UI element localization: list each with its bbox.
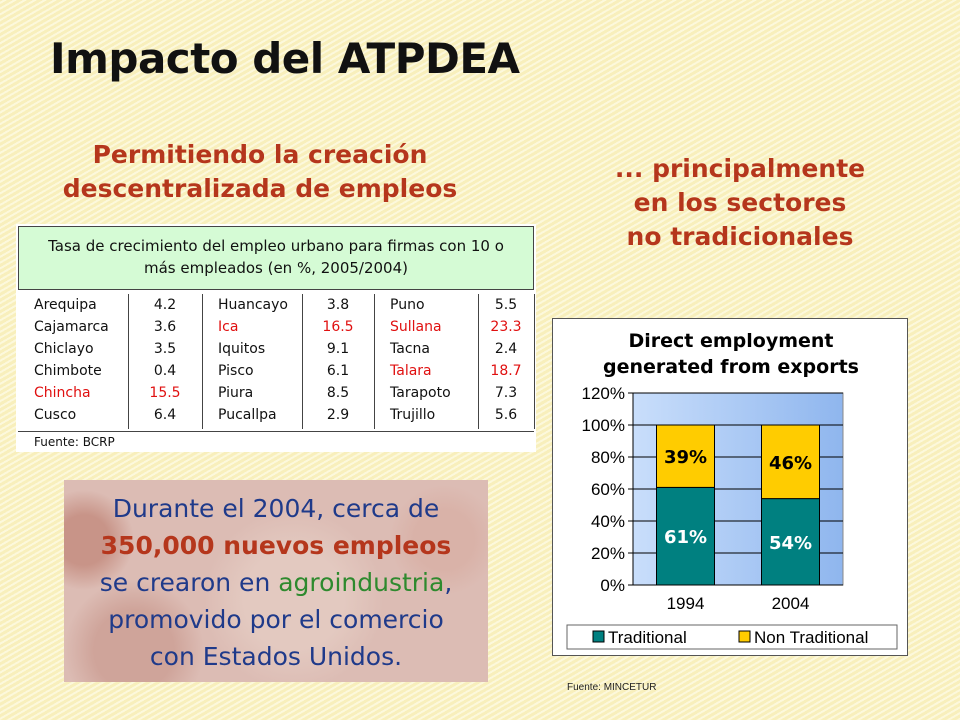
table-cell-city: Puno: [390, 297, 425, 313]
table-source: Fuente: BCRP: [18, 431, 534, 451]
table-cell-city: Ica: [218, 319, 239, 335]
subtitle-right-line-1: ... principalmente: [614, 154, 866, 183]
table-cell-value: 3.6: [153, 319, 177, 335]
city-column-2: Huancayo Ica Iquitos Pisco Piura Pucallp…: [202, 294, 303, 429]
table-cell-city: Sullana: [390, 319, 442, 335]
table-cell-city: Pucallpa: [218, 407, 277, 423]
table-cell-value: 5.5: [494, 297, 518, 313]
employment-growth-table: Tasa de crecimiento del empleo urbano pa…: [16, 224, 536, 452]
table-cell-city: Huancayo: [218, 297, 288, 313]
x-tick-label: 2004: [772, 594, 810, 613]
legend-box: [566, 624, 898, 650]
table-cell-city: Piura: [218, 385, 254, 401]
legend-label: Non Traditional: [754, 628, 868, 647]
subtitle-left-line-2: descentralizada de empleos: [62, 174, 458, 203]
table-cell-city: Iquitos: [218, 341, 266, 357]
table-cell-value: 23.3: [490, 319, 522, 335]
table-cell-city: Trujillo: [390, 407, 436, 423]
table-cell-city: Chiclayo: [34, 341, 94, 357]
subtitle-left: Permitiendo la creación descentralizada …: [20, 138, 500, 206]
table-cell-value: 6.4: [153, 407, 177, 423]
table-cell-value: 2.9: [326, 407, 350, 423]
data-label: 54%: [769, 533, 812, 554]
subtitle-right-line-3: no tradicionales: [626, 222, 854, 251]
bar-traditional-1994: [656, 486, 715, 586]
callout-text: Durante el 2004, cerca de 350,000 nuevos…: [64, 490, 488, 675]
callout-line-2: 350,000 nuevos empleos: [100, 531, 452, 560]
employment-exports-chart: Direct employment generated from exports 0…: [552, 318, 908, 656]
table-cell-city: Tarapoto: [390, 385, 451, 401]
callout-line-1: Durante el 2004, cerca de: [112, 494, 440, 523]
callout-line-5: con Estados Unidos.: [149, 642, 403, 671]
data-label: 39%: [664, 447, 707, 468]
value-column-1: 4.2 3.6 3.5 0.4 15.5 6.4: [128, 294, 203, 429]
table-cell-value: 3.8: [326, 297, 350, 313]
table-cell-city: Tacna: [390, 341, 430, 357]
legend-label: Traditional: [608, 628, 687, 647]
table-cell-value: 15.5: [149, 385, 181, 401]
bar-traditional-2004: [761, 498, 820, 586]
legend-swatch: [592, 630, 605, 643]
callout-agroindustria: agroindustria: [278, 568, 445, 597]
y-tick-label: 100%: [582, 416, 625, 435]
legend-swatch: [738, 630, 751, 643]
data-label: 61%: [664, 527, 707, 548]
chart-canvas: Direct employment generated from exports 0…: [566, 330, 898, 650]
table-cell-city: Chincha: [34, 385, 91, 401]
y-tick-label: 0%: [600, 576, 625, 595]
y-tick-label: 40%: [591, 512, 625, 531]
table-cell-value: 2.4: [494, 341, 518, 357]
table-cell-city: Cajamarca: [34, 319, 109, 335]
table-cell-value: 6.1: [326, 363, 350, 379]
table-header-line-2: más empleados (en %, 2005/2004): [143, 259, 409, 277]
subtitle-right-line-2: en los sectores: [633, 188, 847, 217]
value-column-2: 3.8 16.5 9.1 6.1 8.5 2.9: [302, 294, 375, 429]
callout-line-3-pre: se crearon en: [99, 568, 279, 597]
table-cell-value: 16.5: [322, 319, 354, 335]
table-cell-city: Talara: [390, 363, 432, 379]
city-column-3: Puno Sullana Tacna Talara Tarapoto Truji…: [374, 294, 479, 429]
value-column-3: 5.5 23.3 2.4 18.7 7.3 5.6: [478, 294, 534, 429]
y-tick-label: 80%: [591, 448, 625, 467]
city-column-1: Arequipa Cajamarca Chiclayo Chimbote Chi…: [18, 294, 129, 429]
page-title: Impacto del ATPDEA: [50, 34, 520, 83]
table-cell-value: 9.1: [326, 341, 350, 357]
table-cell-value: 7.3: [494, 385, 518, 401]
bar-non-traditional-2004: [761, 424, 820, 500]
chart-title-line: Direct employment: [628, 330, 833, 352]
callout-line-3: se crearon en agroindustria,: [64, 564, 488, 601]
chart-title-line: generated from exports: [603, 356, 859, 378]
table-cell-value: 4.2: [153, 297, 177, 313]
data-label: 46%: [769, 453, 812, 474]
callout-photo: Durante el 2004, cerca de 350,000 nuevos…: [64, 480, 488, 682]
bar-non-traditional-1994: [656, 424, 715, 488]
table-cell-city: Pisco: [218, 363, 254, 379]
table-cell-city: Cusco: [34, 407, 77, 423]
chart-source: Fuente: MINCETUR: [567, 682, 657, 693]
table-cell-value: 3.5: [153, 341, 177, 357]
table-cell-value: 18.7: [490, 363, 522, 379]
y-tick-label: 60%: [591, 480, 625, 499]
table-header: Tasa de crecimiento del empleo urbano pa…: [18, 226, 534, 290]
y-tick-label: 20%: [591, 544, 625, 563]
y-tick-label: 120%: [582, 384, 625, 403]
callout-line-3-post: ,: [444, 568, 453, 597]
table-cell-value: 0.4: [153, 363, 177, 379]
table-cell-city: Chimbote: [34, 363, 102, 379]
subtitle-right: ... principalmente en los sectores no tr…: [580, 152, 900, 254]
table-cell-value: 5.6: [494, 407, 518, 423]
x-tick-label: 1994: [667, 594, 705, 613]
table-cell-value: 8.5: [326, 385, 350, 401]
table-header-line-1: Tasa de crecimiento del empleo urbano pa…: [48, 237, 504, 255]
table-cell-city: Arequipa: [34, 297, 97, 313]
callout-line-4: promovido por el comercio: [108, 605, 444, 634]
table-body: Arequipa Cajamarca Chiclayo Chimbote Chi…: [18, 294, 535, 429]
subtitle-left-line-1: Permitiendo la creación: [92, 140, 428, 169]
